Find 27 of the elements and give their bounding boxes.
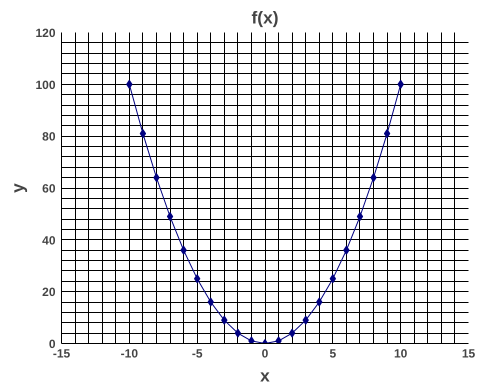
chart-title: f(x) (252, 8, 278, 28)
x-tick-label: 0 (262, 346, 269, 360)
point (166, 212, 174, 222)
point (343, 246, 350, 255)
point (275, 336, 282, 344)
point (288, 328, 296, 338)
y-tick-label: 40 (42, 233, 56, 248)
point (248, 336, 255, 344)
point (384, 129, 390, 138)
x-axis-title: x (260, 366, 270, 386)
point (140, 129, 146, 138)
x-tick-label: 10 (394, 346, 408, 360)
point (153, 173, 160, 182)
y-tick-label: 100 (35, 78, 56, 92)
point (356, 212, 364, 222)
point (370, 173, 377, 182)
point (180, 246, 187, 255)
y-tick-label: 120 (35, 26, 56, 40)
x-tick-label: -10 (120, 346, 138, 360)
y-tick-label: 80 (42, 130, 56, 144)
y-axis-title: y (8, 182, 28, 193)
x-tick-label: 15 (462, 346, 476, 360)
x-tick-label: -5 (192, 346, 203, 360)
x-tick-label: 5 (329, 346, 336, 360)
y-tick-label: 60 (42, 182, 56, 196)
y-tick-label: 20 (42, 285, 56, 300)
point (234, 328, 242, 338)
